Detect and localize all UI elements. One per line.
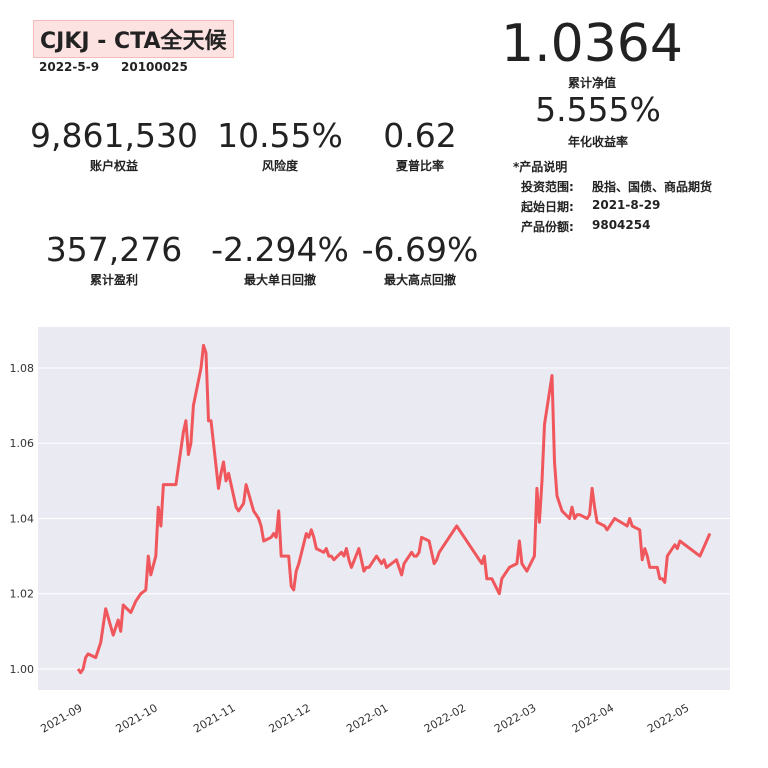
x-tick-label: 2022-04	[570, 701, 616, 735]
product-heading: *产品说明	[513, 160, 568, 174]
stat-value: -6.69%	[361, 230, 479, 269]
x-tick-label: 2021-12	[266, 701, 312, 735]
stat-value: 0.62	[383, 116, 457, 155]
product-key: 起始日期:	[521, 200, 574, 214]
date: 2022-5-9	[39, 60, 100, 74]
product-value: 2021-8-29	[592, 198, 661, 212]
stat-label: 夏普比率	[395, 159, 444, 173]
plot-background	[38, 327, 730, 690]
x-tick-label: 2022-03	[492, 701, 538, 735]
stat-value: 357,276	[45, 230, 183, 269]
stat-label: 累计盈利	[89, 273, 138, 287]
y-tick-label: 1.02	[10, 588, 35, 601]
nav-label: 累计净值	[567, 76, 616, 90]
stat-label: 风险度	[261, 159, 298, 173]
stat-label: 最大高点回撤	[383, 273, 456, 287]
x-tick-label: 2021-10	[114, 701, 160, 735]
title: CJKJ - CTA全天候	[33, 20, 234, 58]
stat-label: 账户权益	[89, 159, 138, 173]
product-key: 投资范围:	[521, 180, 574, 194]
y-tick-label: 1.00	[10, 663, 35, 676]
x-tick-label: 2022-05	[645, 701, 691, 735]
x-tick-label: 2022-02	[422, 701, 468, 735]
stat-label: 最大单日回撤	[243, 273, 316, 287]
x-tick-label: 2021-11	[191, 701, 237, 735]
y-tick-label: 1.06	[10, 437, 35, 450]
nav-value: 1.0364	[501, 14, 683, 74]
product-key: 产品份额:	[521, 220, 574, 234]
account: 20100025	[121, 60, 188, 74]
stat-value: 9,861,530	[30, 116, 198, 155]
y-tick-label: 1.04	[10, 512, 35, 525]
product-value: 9804254	[592, 218, 651, 232]
stat-value: 10.55%	[217, 116, 343, 155]
annual-label: 年化收益率	[567, 135, 628, 149]
line	[76, 343, 712, 675]
x-tick-label: 2022-01	[344, 701, 390, 735]
y-tick-label: 1.08	[10, 362, 35, 375]
x-tick-label: 2021-09	[38, 701, 84, 735]
product-value: 股指、国债、商品期货	[592, 180, 713, 194]
stat-value: -2.294%	[211, 230, 349, 269]
annual-value: 5.555%	[535, 90, 661, 129]
